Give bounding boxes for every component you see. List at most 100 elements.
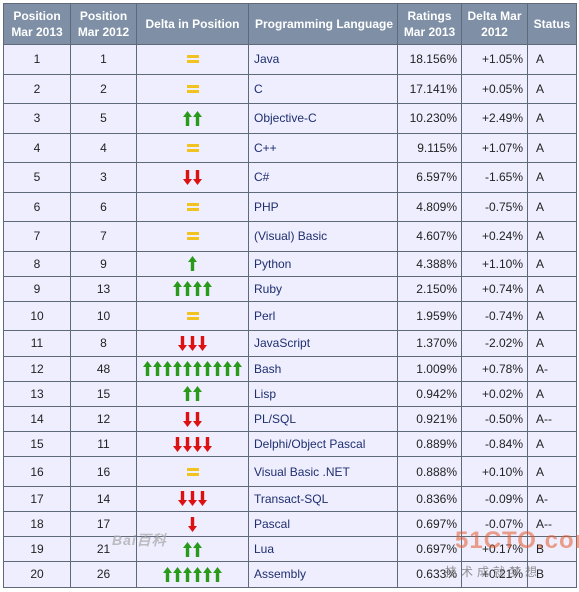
table-row: 7 7 (Visual) Basic 4.607% +0.24% A [3,221,577,252]
equal-icon [186,202,199,211]
delta-cell: +0.74% [461,275,528,302]
position-change-indicator [137,335,248,351]
position-2012-cell: 6 [70,191,137,222]
delta-cell: -0.75% [461,191,528,222]
rating-cell: 10.230% [397,103,462,134]
arrow-down-icon [193,436,202,452]
table-row: 11 8 JavaScript 1.370% -2.02% A [3,330,577,357]
delta-cell: -0.07% [461,510,528,538]
arrow-up-icon [183,541,192,557]
arrow-down-icon [183,169,192,185]
arrow-up-icon [173,281,182,297]
position-2012-cell: 15 [70,380,137,407]
rating-cell: 4.388% [397,250,462,277]
arrow-down-icon [193,169,202,185]
arrow-down-icon [178,491,187,507]
position-change-indicator [137,232,248,241]
delta-position-cell [136,456,249,487]
header-position-2013[interactable]: Position Mar 2013 [3,3,71,45]
language-cell: Delphi/Object Pascal [248,431,398,458]
rating-cell: 18.156% [397,44,462,75]
delta-position-cell [136,132,249,163]
language-cell: C++ [248,132,398,163]
position-2012-cell: 11 [70,431,137,458]
position-change-indicator [137,361,248,377]
arrow-down-icon [188,516,197,532]
delta-cell: +0.05% [461,73,528,104]
language-cell: Java [248,44,398,75]
position-2012-cell: 7 [70,221,137,252]
status-cell: A [527,330,577,357]
position-2013-cell: 6 [3,191,71,222]
delta-cell: +1.10% [461,250,528,277]
arrow-up-icon [183,281,192,297]
header-language[interactable]: Programming Language [248,3,398,45]
delta-cell: -0.50% [461,405,528,433]
table-row: 6 6 PHP 4.809% -0.75% A [3,191,577,222]
language-cell: Objective-C [248,103,398,134]
language-cell: Pascal [248,510,398,538]
language-cell: JavaScript [248,330,398,357]
position-2013-cell: 9 [3,275,71,302]
position-change-indicator [137,202,248,211]
slogan-watermark: 技术成就梦想 [445,565,542,579]
delta-position-cell [136,485,249,513]
position-change-indicator [137,516,248,532]
arrow-up-icon [153,361,162,377]
equal-icon [186,84,199,93]
table-header-row: Position Mar 2013 Position Mar 2012 Delt… [3,3,577,45]
position-2013-cell: 12 [3,355,71,382]
header-position-2012[interactable]: Position Mar 2012 [70,3,137,45]
position-2012-cell: 3 [70,162,137,193]
equal-icon [186,143,199,152]
status-cell: A- [527,485,577,513]
arrow-down-icon [198,335,207,351]
table-row: 4 4 C++ 9.115% +1.07% A [3,132,577,163]
delta-cell: +0.78% [461,355,528,382]
rating-cell: 0.697% [397,536,462,563]
equal-icon [186,55,199,64]
language-cell: Transact-SQL [248,485,398,513]
arrow-down-icon [183,411,192,427]
arrow-down-icon [173,436,182,452]
position-change-indicator [137,411,248,427]
delta-cell: -2.02% [461,330,528,357]
language-cell: Ruby [248,275,398,302]
position-2012-cell: 9 [70,250,137,277]
status-cell: A [527,380,577,407]
delta-cell: -0.09% [461,485,528,513]
header-delta-position[interactable]: Delta in Position [136,3,249,45]
rating-cell: 1.959% [397,300,462,332]
position-2012-cell: 21 [70,536,137,563]
status-cell: A [527,191,577,222]
equal-icon [186,312,199,321]
equal-icon [186,467,199,476]
position-change-indicator [137,386,248,402]
table-row: 20 26 Assembly 0.633% +0.21% B [3,561,577,588]
table-row: 16 16 Visual Basic .NET 0.888% +0.10% A [3,456,577,487]
table-row: 18 17 Pascal 0.697% -0.07% A-- [3,510,577,538]
language-cell: Assembly [248,561,398,588]
header-delta[interactable]: Delta Mar 2012 [461,3,528,45]
language-cell: Bash [248,355,398,382]
position-2012-cell: 13 [70,275,137,302]
arrow-up-icon [213,566,222,582]
delta-cell: +0.21% [461,561,528,588]
status-cell: A- [527,355,577,382]
arrow-up-icon [193,566,202,582]
status-cell: A [527,162,577,193]
rating-cell: 4.607% [397,221,462,252]
header-ratings[interactable]: Ratings Mar 2013 [397,3,462,45]
header-status[interactable]: Status [527,3,577,45]
position-change-indicator [137,110,248,126]
position-2013-cell: 13 [3,380,71,407]
rating-cell: 0.697% [397,510,462,538]
status-cell: A [527,275,577,302]
delta-position-cell [136,275,249,302]
arrow-up-icon [193,281,202,297]
delta-position-cell [136,73,249,104]
position-2012-cell: 5 [70,103,137,134]
language-cell: Lisp [248,380,398,407]
table-row: 19 21 Lua 0.697% +0.17% B [3,536,577,563]
arrow-down-icon [188,335,197,351]
